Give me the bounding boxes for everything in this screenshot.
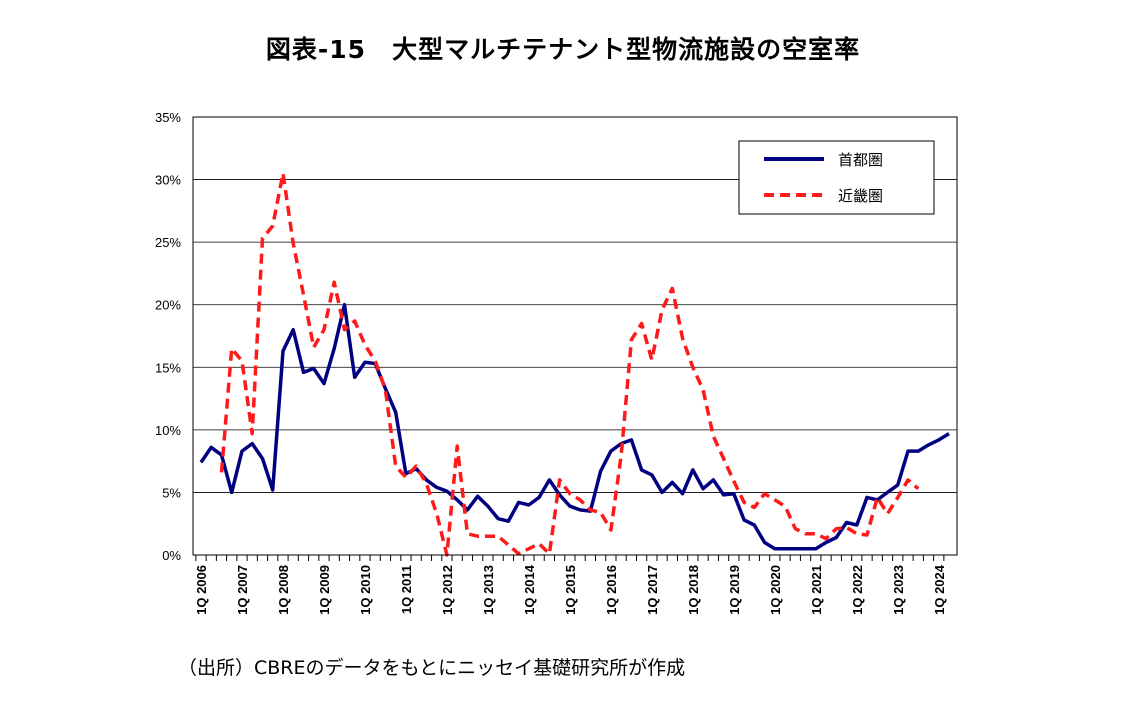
series-line-tokyo bbox=[199, 302, 950, 551]
x-tick-label: 1Q 2016 bbox=[604, 565, 619, 615]
x-tick-label: 1Q 2009 bbox=[317, 565, 332, 615]
x-tick-label: 1Q 2012 bbox=[440, 565, 455, 615]
legend-box bbox=[738, 140, 935, 215]
x-tick-label: 1Q 2015 bbox=[563, 565, 578, 615]
y-tick-label: 5% bbox=[162, 485, 181, 500]
grid-lines bbox=[193, 179, 957, 493]
plot-frame bbox=[192, 116, 958, 556]
x-tick-label: 1Q 2021 bbox=[809, 565, 824, 615]
y-tick-label: 10% bbox=[155, 423, 181, 438]
legend-label-tokyo: 首都圏 bbox=[838, 151, 883, 169]
legend-label-kinki: 近畿圏 bbox=[838, 187, 883, 205]
y-tick-label: 25% bbox=[155, 235, 181, 250]
y-tick-label: 20% bbox=[155, 298, 181, 313]
x-tick-label: 1Q 2014 bbox=[522, 564, 537, 615]
y-tick-label: 35% bbox=[155, 110, 181, 125]
x-tick-label: 1Q 2010 bbox=[358, 565, 373, 615]
x-tick-label: 1Q 2019 bbox=[727, 565, 742, 615]
axis-ticks: 0% 5% 10% 15% 20% 25% 30% 35% 1Q 2006 1Q 2007 1Q 2… bbox=[155, 110, 947, 615]
legend: 首都圏 近畿圏 bbox=[738, 140, 935, 215]
series-line-kinki bbox=[219, 171, 920, 557]
x-tick-label: 1Q 2013 bbox=[481, 565, 496, 615]
y-tick-label: 0% bbox=[162, 548, 181, 563]
y-tick-label: 30% bbox=[155, 173, 181, 188]
x-tick-label: 1Q 2022 bbox=[850, 565, 865, 615]
chart-title: 図表-15 大型マルチテナント型物流施設の空室率 bbox=[265, 35, 861, 64]
x-tick-label: 1Q 2018 bbox=[686, 565, 701, 615]
x-tick-label: 1Q 2011 bbox=[399, 565, 414, 614]
x-tick-label: 1Q 2008 bbox=[276, 565, 291, 615]
x-tick-label: 1Q 2024 bbox=[932, 564, 947, 615]
source-note: （出所）CBREのデータをもとにニッセイ基礎研究所が作成 bbox=[178, 657, 686, 679]
y-tick-label: 15% bbox=[155, 360, 181, 375]
x-tick-label: 1Q 2006 bbox=[194, 565, 209, 615]
x-tick-label: 1Q 2020 bbox=[768, 565, 783, 615]
x-tick-label: 1Q 2007 bbox=[235, 565, 250, 615]
series-lines bbox=[199, 171, 950, 557]
x-tick-label: 1Q 2023 bbox=[891, 565, 906, 615]
x-tick-label: 1Q 2017 bbox=[645, 565, 660, 615]
